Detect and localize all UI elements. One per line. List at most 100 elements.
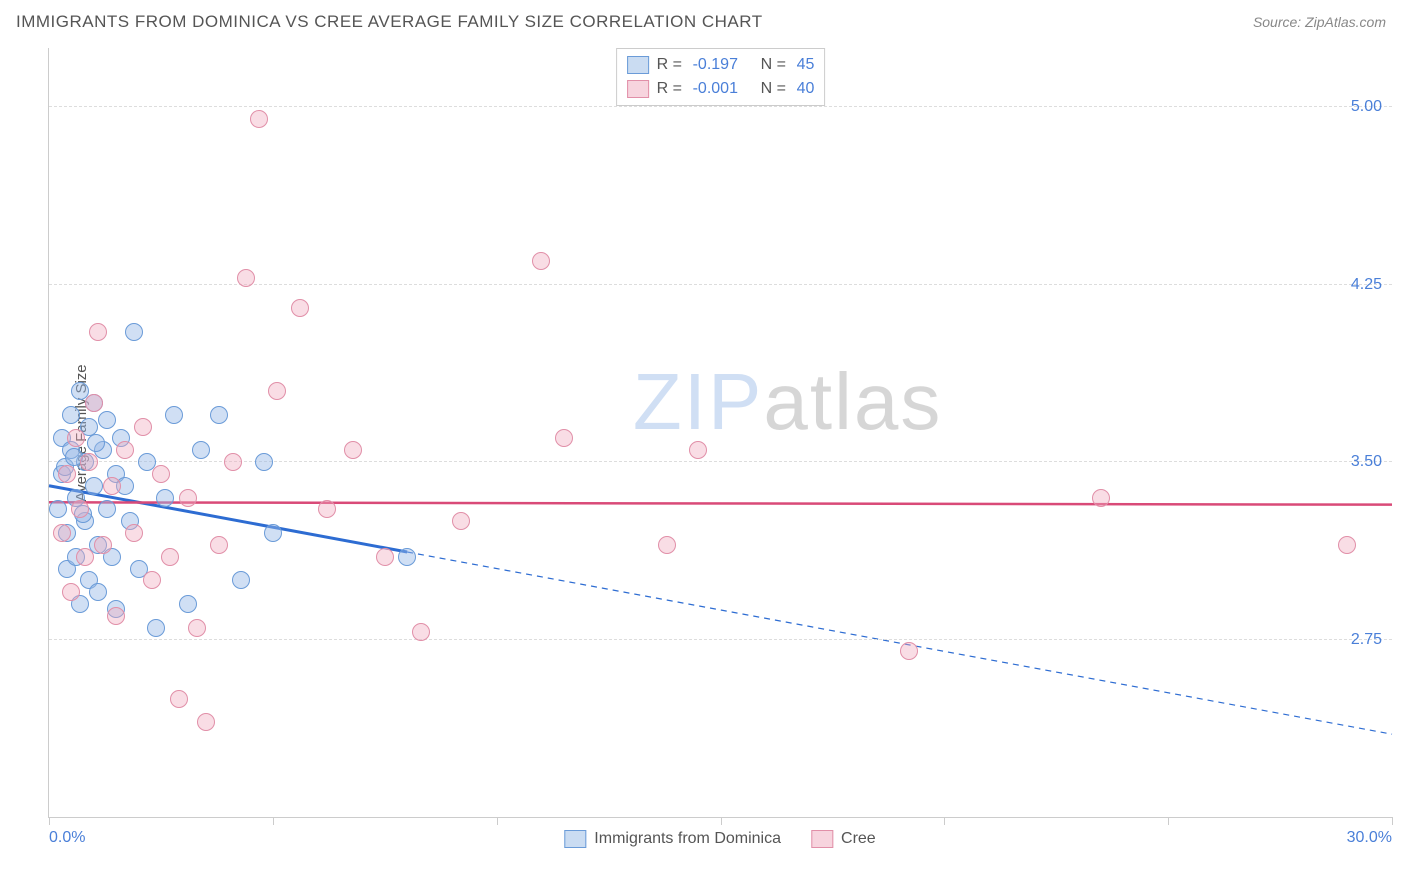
data-point <box>147 619 165 637</box>
legend-row-series-b: R = -0.001 N = 40 <box>627 77 815 101</box>
legend-r-label: R = <box>657 77 685 101</box>
x-tick <box>49 817 50 825</box>
data-point <box>291 299 309 317</box>
legend-r-label: R = <box>657 53 685 77</box>
data-point <box>58 465 76 483</box>
data-point <box>116 441 134 459</box>
x-tick-label: 0.0% <box>49 829 85 847</box>
data-point <box>80 453 98 471</box>
chart-header: IMMIGRANTS FROM DOMINICA VS CREE AVERAGE… <box>0 0 1406 40</box>
data-point <box>98 411 116 429</box>
data-point <box>85 477 103 495</box>
x-tick <box>273 817 274 825</box>
watermark-atlas: atlas <box>763 357 942 446</box>
data-point <box>165 406 183 424</box>
data-point <box>67 429 85 447</box>
legend-swatch-b <box>627 80 649 98</box>
data-point <box>125 524 143 542</box>
x-tick <box>1168 817 1169 825</box>
data-point <box>161 548 179 566</box>
y-tick-label: 5.00 <box>1351 98 1382 116</box>
watermark: ZIPatlas <box>633 356 942 448</box>
data-point <box>89 583 107 601</box>
chart-container: Average Family Size ZIPatlas R = -0.197 … <box>48 48 1392 852</box>
gridline <box>49 639 1392 640</box>
legend-row-series-a: R = -0.197 N = 45 <box>627 53 815 77</box>
data-point <box>344 441 362 459</box>
gridline <box>49 106 1392 107</box>
legend-r-value-a: -0.197 <box>693 53 753 77</box>
data-point <box>210 536 228 554</box>
data-point <box>107 607 125 625</box>
x-tick <box>721 817 722 825</box>
data-point <box>170 690 188 708</box>
data-point <box>87 434 105 452</box>
data-point <box>156 489 174 507</box>
x-tick <box>944 817 945 825</box>
data-point <box>900 642 918 660</box>
data-point <box>53 524 71 542</box>
data-point <box>224 453 242 471</box>
data-point <box>255 453 273 471</box>
series-legend: Immigrants from Dominica Cree <box>564 830 875 848</box>
legend-item-series-b: Cree <box>811 830 876 848</box>
data-point <box>232 571 250 589</box>
data-point <box>250 110 268 128</box>
y-tick-label: 2.75 <box>1351 631 1382 649</box>
data-point <box>412 623 430 641</box>
data-point <box>1092 489 1110 507</box>
gridline <box>49 461 1392 462</box>
data-point <box>555 429 573 447</box>
data-point <box>152 465 170 483</box>
legend-item-series-a: Immigrants from Dominica <box>564 830 781 848</box>
legend-swatch-a <box>564 830 586 848</box>
watermark-zip: ZIP <box>633 357 763 446</box>
x-tick <box>1392 817 1393 825</box>
y-tick-label: 3.50 <box>1351 453 1382 471</box>
legend-swatch-a <box>627 56 649 74</box>
data-point <box>376 548 394 566</box>
source-name: ZipAtlas.com <box>1305 14 1386 30</box>
data-point <box>237 269 255 287</box>
data-point <box>689 441 707 459</box>
data-point <box>532 252 550 270</box>
data-point <box>179 489 197 507</box>
legend-swatch-b <box>811 830 833 848</box>
source-attribution: Source: ZipAtlas.com <box>1253 14 1386 30</box>
data-point <box>452 512 470 530</box>
y-tick-label: 4.25 <box>1351 276 1382 294</box>
plot-area: Average Family Size ZIPatlas R = -0.197 … <box>48 48 1392 818</box>
data-point <box>62 406 80 424</box>
data-point <box>134 418 152 436</box>
data-point <box>98 500 116 518</box>
data-point <box>658 536 676 554</box>
data-point <box>188 619 206 637</box>
data-point <box>1338 536 1356 554</box>
correlation-legend: R = -0.197 N = 45 R = -0.001 N = 40 <box>616 48 826 106</box>
data-point <box>210 406 228 424</box>
legend-label-a: Immigrants from Dominica <box>594 830 781 848</box>
legend-n-label: N = <box>761 77 789 101</box>
data-point <box>62 583 80 601</box>
data-point <box>179 595 197 613</box>
x-tick-label: 30.0% <box>1347 829 1392 847</box>
data-point <box>268 382 286 400</box>
data-point <box>76 548 94 566</box>
data-point <box>143 571 161 589</box>
legend-n-value-b: 40 <box>797 77 815 101</box>
legend-n-label: N = <box>761 53 789 77</box>
legend-r-value-b: -0.001 <box>693 77 753 101</box>
legend-n-value-a: 45 <box>797 53 815 77</box>
legend-label-b: Cree <box>841 830 876 848</box>
x-tick <box>497 817 498 825</box>
data-point <box>398 548 416 566</box>
data-point <box>94 536 112 554</box>
chart-title: IMMIGRANTS FROM DOMINICA VS CREE AVERAGE… <box>16 12 763 32</box>
data-point <box>264 524 282 542</box>
source-prefix: Source: <box>1253 14 1305 30</box>
data-point <box>89 323 107 341</box>
data-point <box>49 500 67 518</box>
data-point <box>85 394 103 412</box>
data-point <box>71 500 89 518</box>
data-point <box>125 323 143 341</box>
